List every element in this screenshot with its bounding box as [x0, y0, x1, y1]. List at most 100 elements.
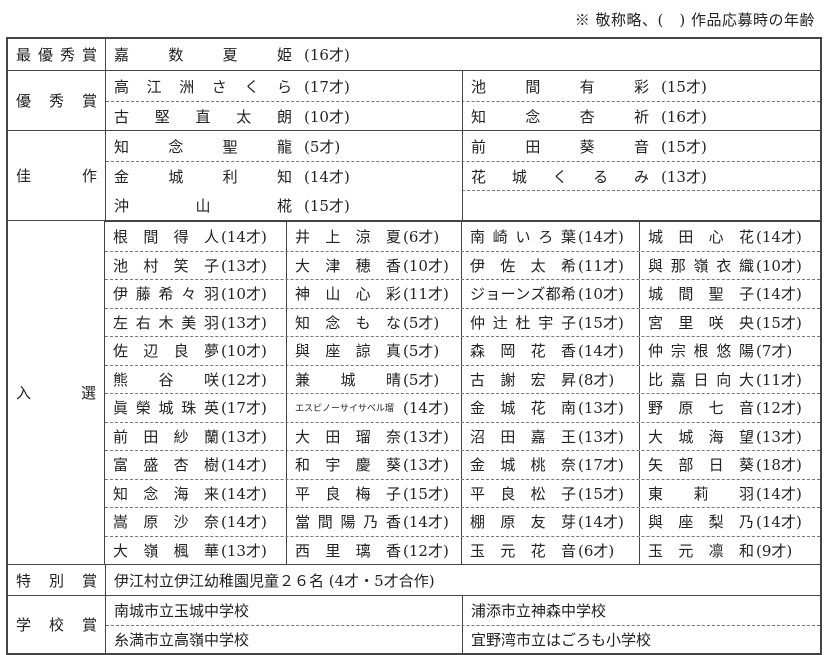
winner: 比嘉日向大 (11才)	[639, 365, 820, 393]
winner: 與座諒真 (5才)	[286, 337, 461, 365]
school-label: 学校賞	[16, 616, 97, 634]
winner-age: (13才)	[661, 167, 707, 186]
winner-name: 知念海来	[113, 484, 219, 503]
school-name: 南城市立玉城中学校	[114, 602, 250, 620]
winner: 與那嶺衣織 (10才)	[639, 251, 820, 279]
winner-age: (18才)	[756, 456, 802, 475]
winner-age: (17才)	[304, 77, 350, 96]
winner-age: (14才)	[403, 399, 449, 418]
winner-name: 矢部日葵	[648, 456, 754, 475]
winner-name: 知念もな	[295, 313, 401, 332]
age-note: ※ 敬称略、( ) 作品応募時の年齢	[574, 11, 815, 29]
winner-name: 古謝宏昇	[470, 370, 576, 389]
winner-name: 野原七音	[648, 399, 754, 418]
winner: 眞榮城珠英 (17才)	[105, 394, 286, 422]
winner: 左右木美羽 (13才)	[105, 309, 286, 337]
winner: 花城くるみ (13才)	[462, 162, 820, 190]
winner-age: (15才)	[304, 196, 350, 215]
winner: 東莉羽 (14才)	[639, 479, 820, 507]
winner-name: 金城花南	[470, 399, 576, 418]
winner-name: 比嘉日向大	[648, 370, 754, 389]
winner-name: 古堅直太朗	[114, 107, 292, 126]
winner: 井上涼夏 (6才)	[286, 222, 461, 251]
winner: 高江洲さくら (17才)	[106, 71, 462, 101]
winner: 城田心花 (14才)	[639, 222, 820, 251]
winner: 玉元凛和 (9才)	[639, 536, 820, 564]
selected-row: 知念海来 (14才) 平良梅子 (15才) 平良松子 (15才) 東莉羽 (14才)	[105, 478, 820, 507]
winner-name: 與座諒真	[295, 342, 401, 361]
winner: 當間陽乃香 (14才)	[286, 508, 461, 536]
winner: 池間有彩 (15才)	[462, 71, 820, 101]
selected-row: 佐辺良夢 (10才) 與座諒真 (5才) 森岡花香 (14才) 仲宗根悠陽 (7才)	[105, 336, 820, 365]
winner-name: 左右木美羽	[113, 313, 219, 332]
winner-name: 高江洲さくら	[114, 77, 292, 96]
winner-name: 沖山椛	[114, 196, 292, 215]
winner-age: (15才)	[661, 77, 707, 96]
winner: 伊佐太希 (11才)	[461, 251, 639, 279]
winner-age: (10才)	[403, 256, 449, 275]
winner: 大嶺楓華 (13才)	[105, 537, 286, 565]
winner-name: 池村笑子	[113, 256, 219, 275]
winner-name: 平良松子	[470, 484, 576, 503]
winner-age: (8才)	[578, 370, 615, 389]
winner-age: (14才)	[756, 227, 802, 246]
winner: 前田紗蘭 (13才)	[105, 423, 286, 451]
winner: 古謝宏昇 (8才)	[461, 365, 639, 393]
winner-age: (6才)	[578, 541, 615, 560]
winner: 仲宗根悠陽 (7才)	[639, 337, 820, 365]
winner-name: 大津穂香	[295, 256, 401, 275]
winner-age: (13才)	[221, 541, 267, 560]
winner-age: (11才)	[578, 256, 624, 275]
selected-row: 眞榮城珠英 (17才) エスピノーサイサベル瑠 (14才) 金城花南 (13才) 野原七音(…	[105, 393, 820, 422]
winner-name: 金城利知	[114, 167, 292, 186]
selected-row: 大嶺楓華 (13才) 西里璃香 (12才) 玉元花音 (6才) 玉元凛和 (9才)	[105, 535, 820, 565]
winner-age: (13才)	[221, 427, 267, 446]
winner: 熊谷咲 (12才)	[105, 366, 286, 394]
winner-name: 宮里咲央	[648, 313, 754, 332]
winner: 宮里咲央 (15才)	[639, 308, 820, 336]
winner-name: 城間聖子	[648, 285, 754, 304]
winner: 佐辺良夢 (10才)	[105, 337, 286, 365]
winner: 與座梨乃 (14才)	[639, 508, 820, 536]
winner-age: (14才)	[221, 227, 267, 246]
winner-name: 城田心花	[648, 227, 754, 246]
winner-age: (13才)	[403, 427, 449, 446]
winner: 前田葵音 (15才)	[462, 131, 820, 161]
winner-name: 和宇慶葵	[295, 456, 401, 475]
winner: 池村笑子 (13才)	[105, 252, 286, 280]
winner-name: 大田瑠奈	[295, 427, 401, 446]
winner: 野原七音 (12才)	[639, 394, 820, 422]
winner: 金城桃奈 (17才)	[461, 451, 639, 479]
grand-prize-section: 最優秀賞 嘉数夏姫 (16才)	[8, 39, 820, 70]
winner-name: 森岡花香	[470, 342, 576, 361]
school-name: 浦添市立神森中学校	[462, 596, 820, 625]
winner-name: エスピノーサイサベル瑠	[295, 404, 394, 415]
winner: 知念聖龍 (5才)	[106, 131, 462, 161]
selected-label: 入 選	[16, 384, 96, 402]
winner: ジョーンズ都希 (10才)	[461, 280, 639, 308]
winner: 神山心彩 (11才)	[286, 280, 461, 308]
winner: 仲辻杜宇子 (15才)	[461, 308, 639, 336]
winner: 金城利知 (14才)	[106, 162, 462, 190]
winner-age: (10才)	[221, 342, 267, 361]
winner-name: 富盛杏樹	[113, 456, 219, 475]
selected-row: 左右木美羽 (13才) 知念もな (5才) 仲辻杜宇子 (15才) 宮里咲央 (15才)	[105, 307, 820, 337]
winner-age: (13才)	[403, 456, 449, 475]
winner-name: 井上涼夏	[295, 227, 401, 246]
winner-age: (5才)	[403, 370, 440, 389]
winner-name: 神山心彩	[295, 285, 401, 304]
winner-age: (14才)	[221, 484, 267, 503]
selected-row: 嵩原沙奈 (14才) 當間陽乃香 (14才) 棚原友芽 (14才) 與座梨乃 (14才)	[105, 507, 820, 536]
honorable-label: 佳 作	[16, 167, 97, 185]
winner-name: 平良梅子	[295, 484, 401, 503]
winner: 沖山椛 (15才)	[106, 190, 462, 220]
winner-name: 花城くるみ	[471, 167, 649, 186]
winner-age: (14才)	[578, 227, 624, 246]
selected-section: 入 選 根間得人 (14才) 井上涼夏 (6才) 南崎いろ葉 (14才) 城田心花 (14才)…	[8, 220, 820, 564]
winner: 平良梅子 (15才)	[286, 479, 461, 507]
winner-name: 仲辻杜宇子	[470, 313, 576, 332]
winner: 金城花南 (13才)	[461, 394, 639, 422]
winner-age: (5才)	[304, 137, 341, 156]
winner-age: (15才)	[578, 313, 624, 332]
winner-name: 玉元花音	[470, 541, 576, 560]
